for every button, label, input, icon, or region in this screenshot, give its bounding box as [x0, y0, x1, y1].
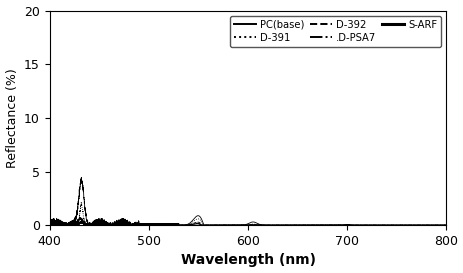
X-axis label: Wavelength (nm): Wavelength (nm)	[180, 253, 315, 268]
Legend: PC(base), D-391, D-392, .D-PSA7, S-ARF: PC(base), D-391, D-392, .D-PSA7, S-ARF	[229, 16, 440, 47]
Y-axis label: Reflectance (%): Reflectance (%)	[6, 68, 19, 168]
